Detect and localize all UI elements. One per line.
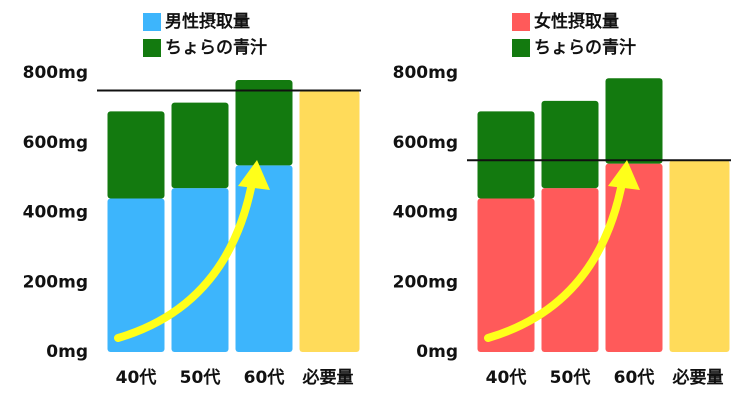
arrow: [484, 174, 627, 342]
y-tick-label: 0mg: [416, 342, 458, 362]
bar-segment: [477, 111, 535, 199]
y-tick-label: 0mg: [46, 342, 88, 362]
legend-label: 男性摂取量: [165, 11, 250, 32]
y-tick-label: 600mg: [23, 133, 88, 153]
x-tick-label: 50代: [180, 367, 221, 388]
x-tick-label: 50代: [550, 367, 591, 388]
x-tick-label: 必要量: [302, 367, 354, 388]
bar-segment: [541, 100, 599, 189]
requirement-bar: [299, 90, 360, 352]
bar-segment: [107, 198, 165, 352]
bar-segment: [477, 198, 535, 352]
x-tick-label: 40代: [486, 367, 527, 388]
bar-segment: [605, 163, 663, 352]
legend-label: ちょらの青汁: [534, 37, 636, 58]
bar-segment: [171, 188, 229, 352]
x-tick-label: 必要量: [672, 367, 724, 388]
legend-swatch: [512, 39, 530, 57]
y-tick-label: 200mg: [23, 272, 88, 292]
y-tick-label: 200mg: [393, 272, 458, 292]
bar-segment: [107, 111, 165, 199]
y-tick-label: 800mg: [23, 63, 88, 83]
x-tick-label: 60代: [614, 367, 655, 388]
arrow-head: [238, 160, 270, 190]
y-tick-label: 800mg: [393, 63, 458, 83]
x-tick-label: 60代: [244, 367, 285, 388]
requirement-bar: [669, 160, 730, 352]
bar-segment: [171, 102, 229, 189]
bar-segment: [541, 188, 599, 352]
bar-segment: [605, 78, 663, 164]
legend-swatch: [143, 13, 161, 31]
arrow: [114, 174, 257, 342]
y-tick-label: 400mg: [23, 203, 88, 223]
y-tick-label: 600mg: [393, 133, 458, 153]
legend-swatch: [512, 13, 530, 31]
legend-label: 女性摂取量: [534, 11, 619, 32]
x-tick-label: 40代: [116, 367, 157, 388]
arrow-head: [608, 160, 640, 190]
y-tick-label: 400mg: [393, 203, 458, 223]
legend-swatch: [143, 39, 161, 57]
bar-segment: [235, 79, 293, 166]
bar-segment: [235, 165, 293, 352]
legend-label: ちょらの青汁: [165, 37, 267, 58]
